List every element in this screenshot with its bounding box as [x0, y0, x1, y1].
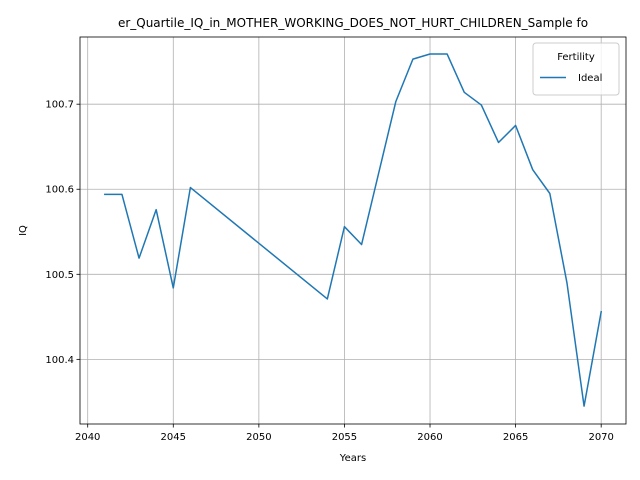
- x-tick-label: 2060: [417, 432, 442, 443]
- chart-title: er_Quartile_IQ_in_MOTHER_WORKING_DOES_NO…: [118, 16, 588, 30]
- x-axis-label: Years: [339, 453, 366, 464]
- x-axis-ticks: 2040 2045 2050 2055 2060 2065 2070: [75, 424, 614, 443]
- series-line-ideal: [104, 53, 603, 407]
- y-tick-label: 100.5: [45, 270, 74, 281]
- x-tick-label: 2040: [75, 432, 100, 443]
- y-axis-label: IQ: [18, 225, 29, 236]
- plot-frame: [79, 36, 627, 425]
- x-tick-label: 2055: [332, 432, 357, 443]
- x-tick-label: 2050: [246, 432, 271, 443]
- x-tick-label: 2045: [161, 432, 186, 443]
- y-tick-label: 100.6: [45, 185, 74, 196]
- x-tick-label: 2070: [588, 432, 613, 443]
- legend-entries: Ideal: [540, 73, 602, 84]
- legend-box: [532, 42, 620, 96]
- y-tick-label: 100.4: [45, 355, 74, 366]
- series-group: [104, 53, 603, 407]
- legend: Fertility Ideal: [532, 42, 620, 96]
- x-tick-label: 2065: [503, 432, 528, 443]
- legend-label: Ideal: [578, 73, 602, 84]
- legend-title: Fertility: [557, 52, 595, 63]
- y-axis-ticks: 100.4 100.5 100.6 100.7: [45, 100, 80, 366]
- y-tick-label: 100.7: [45, 100, 74, 111]
